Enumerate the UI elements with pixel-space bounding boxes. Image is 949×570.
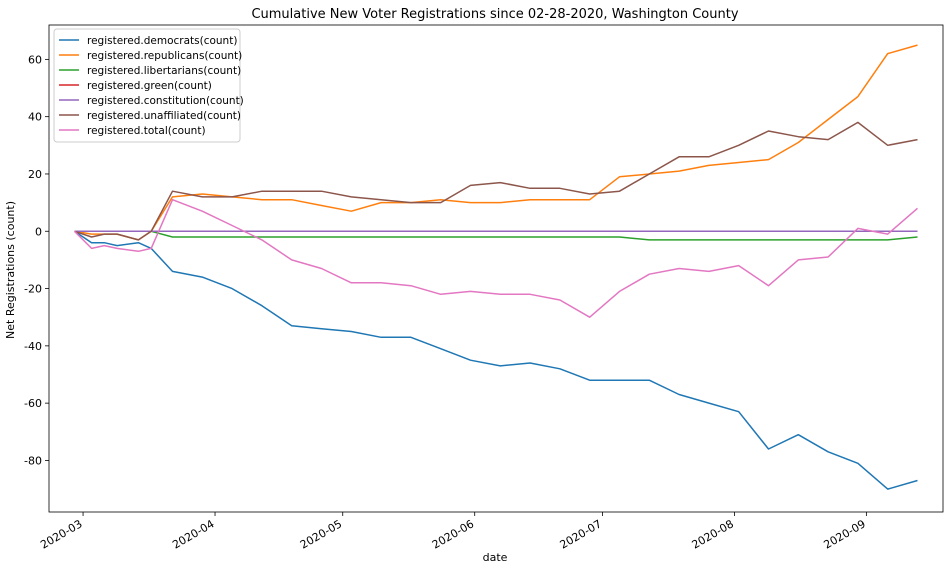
series-line-2 [74, 230, 918, 241]
y-tick-label: -80 [24, 454, 42, 467]
legend-label: registered.unaffiliated(count) [87, 110, 241, 122]
y-tick-label: 40 [28, 111, 42, 124]
legend-label: registered.democrats(count) [87, 35, 237, 47]
x-axis-label: date [483, 551, 508, 564]
y-tick-label: 60 [28, 53, 42, 66]
series-line-5 [74, 121, 918, 241]
chart-title: Cumulative New Voter Registrations since… [251, 7, 738, 22]
y-tick-label: 20 [28, 168, 42, 181]
legend-label: registered.total(count) [87, 125, 206, 137]
legend: registered.democrats(count) registered.re… [53, 28, 244, 143]
series-line-0 [74, 230, 918, 490]
axes-frame [48, 24, 944, 513]
legend-label: registered.libertarians(count) [87, 65, 241, 77]
y-tick-label: -40 [24, 340, 42, 353]
legend-label: registered.constitution(count) [87, 95, 244, 107]
series-line-6 [73, 198, 918, 318]
legend-box [53, 28, 241, 143]
plot-area [73, 44, 918, 490]
y-tick-label: -60 [24, 397, 42, 410]
legend-label: registered.green(count) [87, 80, 212, 92]
y-tick-label: 0 [35, 225, 42, 238]
y-tick-label: -20 [24, 283, 42, 296]
y-axis-label: Net Registrations (count) [4, 201, 17, 339]
legend-label: registered.republicans(count) [87, 50, 242, 62]
